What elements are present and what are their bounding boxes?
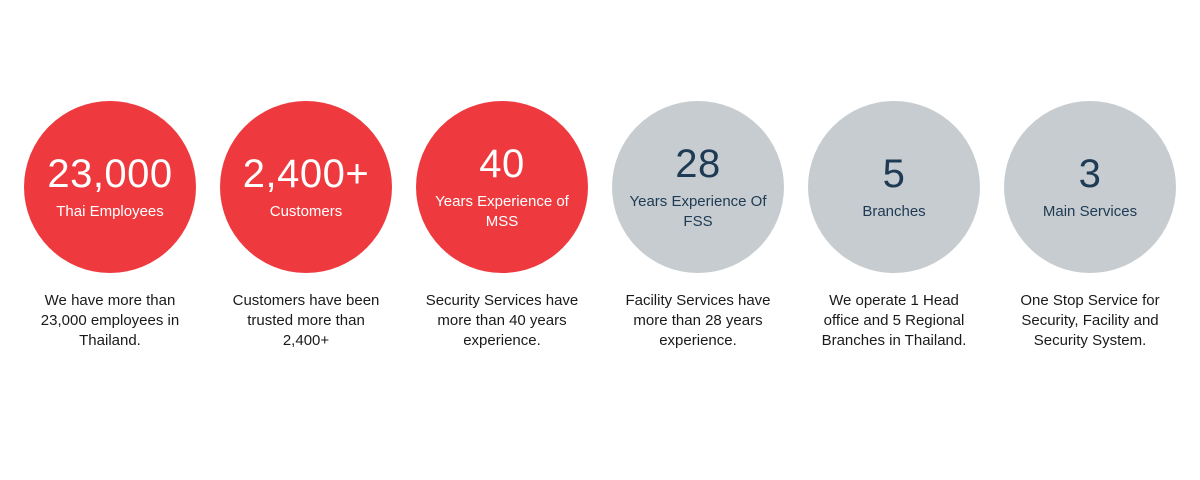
stat-circle: 3 Main Services xyxy=(1004,101,1176,273)
stat-column-thai-employees: 23,000 Thai Employees We have more than … xyxy=(12,101,208,351)
stat-label: Thai Employees xyxy=(56,203,164,220)
stats-row: 23,000 Thai Employees We have more than … xyxy=(12,101,1188,351)
stat-description: Customers have been trusted more than 2,… xyxy=(232,292,380,349)
stat-label: Main Services xyxy=(1042,203,1138,220)
stat-value: 28 xyxy=(675,142,721,186)
stat-value: 40 xyxy=(479,142,525,186)
stat-description: One Stop Service for Security, Facility … xyxy=(1020,292,1160,349)
stat-value: 3 xyxy=(1078,152,1102,196)
stat-column-main-services: 3 Main Services One Stop Service for Sec… xyxy=(992,101,1188,351)
stat-column-fss-experience: 28 Years Experience Of FSS Facility Serv… xyxy=(600,101,796,351)
stat-value: 5 xyxy=(882,152,906,196)
stat-description: Security Services have more than 40 year… xyxy=(425,292,579,349)
stat-value: 2,400+ xyxy=(242,152,370,196)
stat-value: 23,000 xyxy=(47,152,173,196)
stat-circle: 2,400+ Customers xyxy=(220,101,392,273)
stat-label: Branches xyxy=(862,203,926,220)
stat-circle: 28 Years Experience Of FSS xyxy=(612,101,784,273)
stat-description: We have more than 23,000 employees in Th… xyxy=(40,292,180,349)
stat-column-customers: 2,400+ Customers Customers have been tru… xyxy=(208,101,404,351)
stat-circle: 40 Years Experience of MSS xyxy=(416,101,588,273)
stat-column-branches: 5 Branches We operate 1 Head office and … xyxy=(796,101,992,351)
stat-circle: 23,000 Thai Employees xyxy=(24,101,196,273)
stat-label: Customers xyxy=(269,203,343,220)
stat-label: Years Experience of MSS xyxy=(435,193,569,230)
stat-circle: 5 Branches xyxy=(808,101,980,273)
stat-description: Facility Services have more than 28 year… xyxy=(625,292,771,349)
stat-label: Years Experience Of FSS xyxy=(629,193,767,230)
stat-column-mss-experience: 40 Years Experience of MSS Security Serv… xyxy=(404,101,600,351)
stat-description: We operate 1 Head office and 5 Regional … xyxy=(821,292,967,349)
